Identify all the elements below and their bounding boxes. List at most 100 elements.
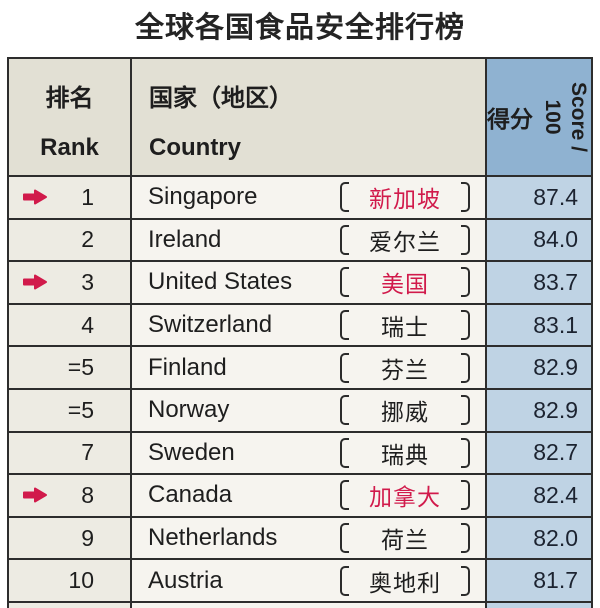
country-header-cell: 国家（地区） Country — [130, 59, 485, 175]
open-bracket-icon — [340, 310, 349, 341]
close-bracket-icon — [461, 480, 470, 511]
rank-value: 7 — [81, 439, 94, 466]
score-value: 82.7 — [533, 439, 578, 466]
country-name-en: Switzerland — [148, 311, 273, 339]
score-cell: 83.1 — [485, 304, 591, 346]
country-cell: Singapore 新加坡 — [130, 177, 485, 218]
country-name-zh-group: 瑞典 — [340, 433, 470, 474]
table-row: 10 Austria 奥地利 81.7 — [9, 560, 591, 603]
table-row: 9 Netherlands 荷兰 82.0 — [9, 517, 591, 561]
score-value: 82.9 — [533, 396, 578, 423]
country-name-zh: 爱尔兰 — [369, 228, 441, 255]
highlight-arrow-icon — [22, 189, 48, 206]
country-name-zh-group: 加拿大 — [340, 475, 470, 516]
open-bracket-icon — [340, 437, 349, 468]
table-row: =5 Finland 芬兰 82.9 — [9, 347, 591, 390]
rank-cell: 3 — [9, 262, 130, 303]
ranking-table: 排名 Rank 国家（地区） Country 得分 Score / 100 — [7, 57, 593, 608]
country-name-en: Austria — [148, 566, 223, 594]
country-name-en: Singapore — [148, 183, 258, 211]
score-value: 87.4 — [533, 183, 578, 210]
open-bracket-icon — [340, 480, 349, 511]
score-value: 82.0 — [533, 524, 578, 551]
score-header-zh: 得分 — [487, 106, 533, 132]
open-bracket-icon — [340, 267, 349, 298]
country-name-en: United States — [148, 268, 293, 296]
country-name-zh-group: 瑞士 — [340, 305, 470, 346]
country-name-zh: 瑞士 — [381, 314, 429, 341]
country-cell: Sweden 瑞典 — [130, 432, 485, 474]
close-bracket-icon — [461, 565, 470, 596]
rank-value: 10 — [68, 567, 94, 594]
country-name-en: Sweden — [148, 438, 235, 466]
table-header-row: 排名 Rank 国家（地区） Country 得分 Score / 100 — [9, 59, 591, 177]
open-bracket-icon — [340, 523, 349, 554]
country-name-zh: 美国 — [381, 271, 429, 298]
close-bracket-icon — [461, 437, 470, 468]
country-name-zh: 荷兰 — [381, 527, 429, 554]
table-row: 1 Singapore 新加坡 87.4 — [9, 177, 591, 220]
country-name-zh-group: 美国 — [340, 262, 470, 303]
highlight-arrow-icon — [22, 487, 48, 504]
score-header-en-line2: 100 — [541, 99, 564, 135]
country-header-zh: 国家（地区） — [149, 85, 293, 112]
country-cell: Netherlands 荷兰 — [130, 517, 485, 559]
rank-cell: 9 — [9, 517, 130, 559]
country-cell: Norway 挪威 — [130, 389, 485, 431]
rank-value: 1 — [81, 183, 94, 210]
score-cell: 82.9 — [485, 347, 591, 388]
rank-header-en: Rank — [40, 134, 99, 161]
country-name-zh-group: 挪威 — [340, 390, 470, 431]
score-value: 83.7 — [533, 268, 578, 295]
country-name-zh-group: 奥地利 — [340, 560, 470, 601]
score-cell: 82.0 — [485, 517, 591, 559]
country-name-zh-group: 芬兰 — [340, 347, 470, 388]
rank-value: 8 — [81, 481, 94, 508]
country-cell: Austria 奥地利 — [130, 560, 485, 601]
right-arrow-glyph — [23, 487, 47, 503]
country-name-zh: 奥地利 — [369, 569, 441, 596]
close-bracket-icon — [461, 224, 470, 255]
country-cell: Ireland 爱尔兰 — [130, 219, 485, 261]
rank-header-cell: 排名 Rank — [9, 59, 130, 175]
close-bracket-icon — [461, 267, 470, 298]
rank-header-zh: 排名 — [45, 85, 94, 112]
rank-cell: 8 — [9, 475, 130, 516]
rank-cell: 2 — [9, 219, 130, 261]
open-bracket-icon — [340, 224, 349, 255]
rank-value: 2 — [81, 226, 94, 253]
close-bracket-icon — [461, 395, 470, 426]
country-name-en: Ireland — [148, 225, 222, 253]
rank-value: =5 — [67, 396, 94, 423]
country-cell: Canada 加拿大 — [130, 475, 485, 516]
country-name-zh-group: 爱尔兰 — [340, 220, 470, 261]
rank-value: =5 — [67, 354, 94, 381]
country-name-zh: 加拿大 — [369, 484, 441, 511]
table-row: =5 Norway 挪威 82.9 — [9, 389, 591, 433]
rank-value: 9 — [81, 524, 94, 551]
open-bracket-icon — [340, 395, 349, 426]
country-name-zh-group: 新加坡 — [340, 177, 470, 218]
close-bracket-icon — [461, 523, 470, 554]
score-value: 81.7 — [533, 567, 578, 594]
rank-cell: =5 — [9, 389, 130, 431]
open-bracket-icon — [340, 565, 349, 596]
score-value: 82.9 — [533, 354, 578, 381]
clipped-country-cell — [130, 602, 485, 608]
rank-cell: 10 — [9, 560, 130, 601]
clipped-rank-cell — [9, 602, 130, 608]
table-row: 2 Ireland 爱尔兰 84.0 — [9, 219, 591, 263]
country-cell: Switzerland 瑞士 — [130, 304, 485, 346]
score-cell: 84.0 — [485, 219, 591, 261]
table-row: 3 United States 美国 83.7 — [9, 262, 591, 305]
close-bracket-icon — [461, 182, 470, 213]
score-value: 84.0 — [533, 226, 578, 253]
rank-cell: =5 — [9, 347, 130, 388]
open-bracket-icon — [340, 352, 349, 383]
country-name-zh: 新加坡 — [369, 186, 441, 213]
score-cell: 81.7 — [485, 560, 591, 601]
country-name-en: Norway — [148, 396, 230, 424]
country-name-en: Finland — [148, 353, 227, 381]
score-value: 82.4 — [533, 481, 578, 508]
